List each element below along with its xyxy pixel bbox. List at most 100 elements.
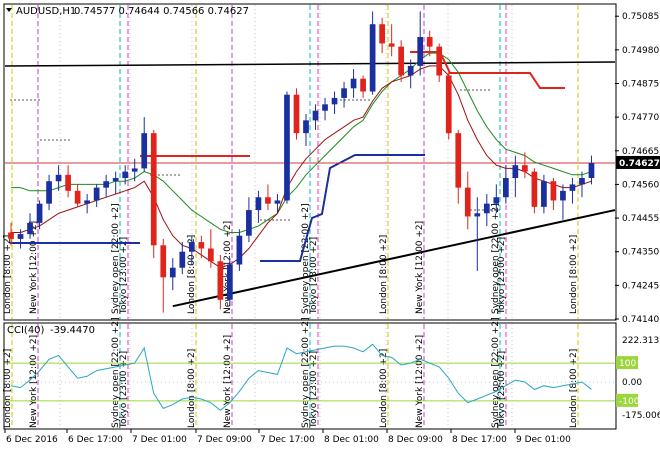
candle[interactable] bbox=[341, 81, 347, 108]
candle-body[interactable] bbox=[550, 181, 557, 201]
candle-body[interactable] bbox=[236, 235, 243, 265]
candle-body[interactable] bbox=[522, 165, 528, 172]
candle[interactable] bbox=[417, 11, 424, 76]
candle-body[interactable] bbox=[569, 184, 576, 191]
candle-body[interactable] bbox=[436, 46, 443, 76]
candle[interactable] bbox=[274, 194, 281, 214]
candle-body[interactable] bbox=[141, 133, 148, 169]
candle-body[interactable] bbox=[312, 110, 319, 121]
candle[interactable] bbox=[436, 43, 443, 82]
candle[interactable] bbox=[207, 229, 214, 268]
candle[interactable] bbox=[179, 242, 186, 275]
candle-body[interactable] bbox=[131, 168, 138, 172]
candle[interactable] bbox=[360, 75, 366, 98]
candle-body[interactable] bbox=[227, 264, 233, 300]
candle-body[interactable] bbox=[369, 24, 376, 92]
candle-body[interactable] bbox=[8, 232, 14, 239]
candle[interactable] bbox=[169, 258, 176, 291]
candle[interactable] bbox=[560, 184, 566, 220]
candle[interactable] bbox=[227, 258, 233, 307]
candle[interactable] bbox=[474, 197, 481, 271]
candle-body[interactable] bbox=[541, 181, 547, 207]
candle[interactable] bbox=[27, 213, 33, 239]
candle[interactable] bbox=[112, 171, 119, 195]
candle-body[interactable] bbox=[417, 37, 424, 66]
candle[interactable] bbox=[141, 117, 148, 172]
candle-body[interactable] bbox=[407, 65, 414, 76]
candle[interactable] bbox=[541, 174, 547, 214]
candle[interactable] bbox=[493, 184, 500, 214]
candle[interactable] bbox=[455, 129, 462, 204]
candle[interactable] bbox=[522, 152, 528, 179]
candle[interactable] bbox=[122, 165, 129, 185]
candle[interactable] bbox=[84, 194, 90, 214]
candle-body[interactable] bbox=[112, 178, 119, 182]
candle[interactable] bbox=[246, 197, 252, 243]
candle[interactable] bbox=[293, 88, 300, 140]
candle-body[interactable] bbox=[455, 133, 462, 188]
candle[interactable] bbox=[388, 24, 395, 57]
candle[interactable] bbox=[369, 11, 376, 95]
candle[interactable] bbox=[217, 254, 224, 310]
candle-body[interactable] bbox=[445, 75, 452, 134]
candle-body[interactable] bbox=[84, 200, 90, 204]
candle-body[interactable] bbox=[217, 261, 224, 300]
candle-body[interactable] bbox=[207, 248, 214, 262]
candle-body[interactable] bbox=[531, 171, 538, 207]
candle-body[interactable] bbox=[188, 242, 195, 252]
candle[interactable] bbox=[331, 91, 338, 114]
candle-body[interactable] bbox=[483, 203, 490, 214]
candle-body[interactable] bbox=[27, 222, 33, 235]
candle[interactable] bbox=[46, 174, 52, 211]
candle-body[interactable] bbox=[265, 197, 271, 204]
candle-body[interactable] bbox=[474, 213, 481, 217]
candle-body[interactable] bbox=[293, 94, 300, 134]
candle-body[interactable] bbox=[274, 200, 281, 204]
candle-body[interactable] bbox=[350, 78, 357, 89]
candle[interactable] bbox=[464, 171, 471, 230]
candle-body[interactable] bbox=[103, 181, 110, 188]
candle[interactable] bbox=[150, 129, 157, 259]
candle-body[interactable] bbox=[341, 88, 347, 98]
candle-body[interactable] bbox=[303, 120, 309, 134]
candle-body[interactable] bbox=[331, 97, 338, 105]
candle-body[interactable] bbox=[36, 203, 43, 223]
candle-body[interactable] bbox=[388, 43, 395, 47]
dropdown-triangle-icon[interactable] bbox=[6, 8, 12, 12]
candle[interactable] bbox=[512, 155, 519, 198]
candle-body[interactable] bbox=[579, 178, 585, 185]
candle[interactable] bbox=[74, 184, 81, 207]
candle[interactable] bbox=[36, 200, 43, 230]
candle-body[interactable] bbox=[588, 162, 595, 179]
candle-body[interactable] bbox=[379, 24, 385, 44]
candle[interactable] bbox=[265, 184, 271, 211]
candle-body[interactable] bbox=[179, 251, 186, 268]
candle-body[interactable] bbox=[150, 133, 157, 246]
candle-body[interactable] bbox=[55, 174, 62, 182]
candle-body[interactable] bbox=[122, 171, 129, 179]
candle[interactable] bbox=[198, 235, 205, 259]
candle-body[interactable] bbox=[512, 165, 519, 179]
candle[interactable] bbox=[502, 165, 509, 204]
candle-body[interactable] bbox=[360, 78, 366, 92]
candle-body[interactable] bbox=[464, 187, 471, 217]
candle[interactable] bbox=[445, 72, 452, 140]
candle-body[interactable] bbox=[46, 181, 52, 204]
candle-body[interactable] bbox=[169, 267, 176, 278]
candle[interactable] bbox=[350, 69, 357, 98]
candle-body[interactable] bbox=[284, 94, 290, 201]
candle[interactable] bbox=[531, 168, 538, 214]
candle-body[interactable] bbox=[502, 178, 509, 198]
candle-body[interactable] bbox=[426, 37, 433, 47]
candle[interactable] bbox=[8, 222, 14, 246]
candle-body[interactable] bbox=[74, 190, 81, 204]
candle-body[interactable] bbox=[493, 197, 500, 204]
candles[interactable] bbox=[8, 11, 595, 313]
candle[interactable] bbox=[379, 17, 385, 54]
candle[interactable] bbox=[17, 229, 24, 249]
candle[interactable] bbox=[322, 97, 328, 121]
candle-body[interactable] bbox=[322, 104, 328, 111]
candle[interactable] bbox=[160, 238, 167, 313]
